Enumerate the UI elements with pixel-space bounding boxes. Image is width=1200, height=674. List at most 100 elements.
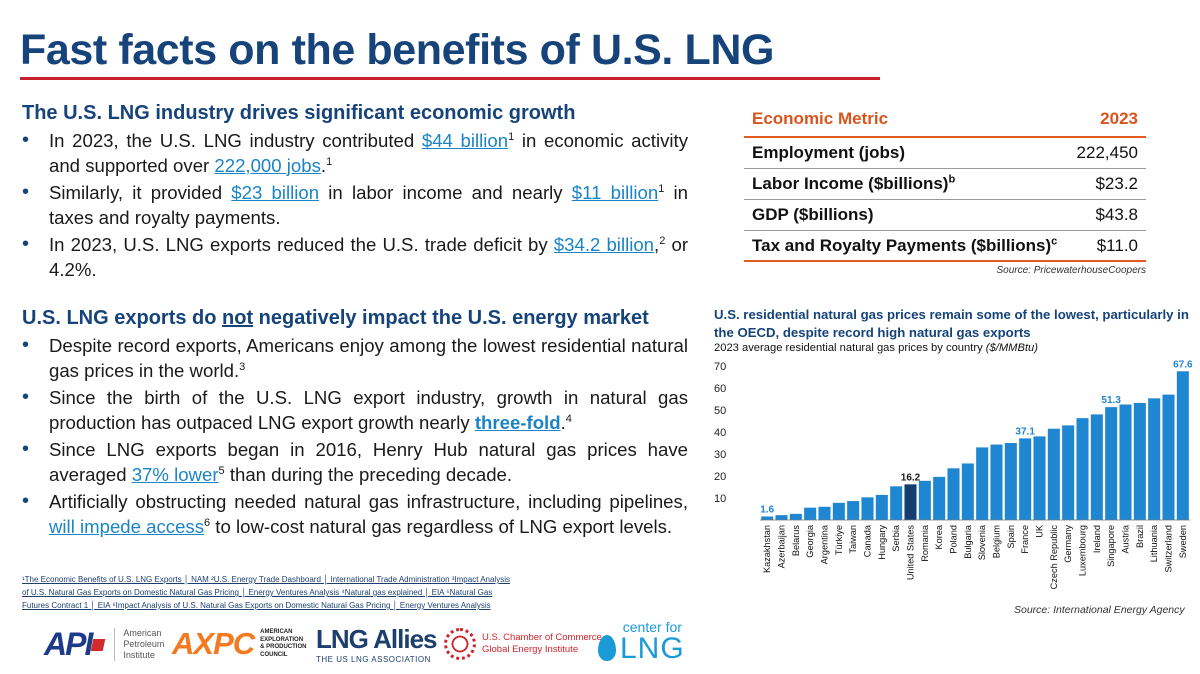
us-chamber-name: U.S. Chamber of Commerce Global Energy I… — [482, 632, 602, 656]
axpc-name: AMERICAN EXPLORATION & PRODUCTION COUNCI… — [260, 629, 306, 659]
x-tick-label: United States — [906, 525, 916, 581]
bar — [890, 486, 903, 520]
axpc-wordmark: AXPC — [172, 626, 255, 661]
bullet-text: in labor income and nearly — [319, 182, 572, 203]
header-year: 2023 — [1100, 109, 1138, 128]
bar — [1062, 425, 1075, 520]
bullet-text: In 2023, the U.S. LNG industry contribut… — [49, 130, 422, 151]
bar — [1119, 404, 1132, 520]
center-for-lng-logo: center for LNG — [598, 620, 685, 664]
henry-hub-link[interactable]: 37% lower — [131, 464, 219, 485]
x-tick-label: Romania — [920, 524, 930, 562]
bar — [818, 506, 831, 520]
water-drop-icon — [598, 634, 616, 661]
metric-note: b — [948, 173, 956, 186]
axpc-name-line: EXPLORATION — [260, 636, 304, 643]
heading-text: negatively impact the U.S. energy market — [253, 307, 649, 329]
bar — [861, 497, 874, 520]
lng-allies-tagline: THE US LNG ASSOCIATION — [316, 655, 431, 664]
metric-note: c — [1051, 235, 1058, 248]
bar — [1004, 443, 1017, 520]
impede-access-link[interactable]: will impede access — [49, 516, 205, 537]
table-row: GDP ($billions) $43.8 — [744, 200, 1146, 231]
x-tick-label: Taiwan — [848, 525, 858, 554]
bullet-text: , — [654, 234, 660, 255]
economic-bullet-list: In 2023, the U.S. LNG industry contribut… — [22, 128, 688, 284]
metric-label: Labor Income ($billions) — [752, 174, 949, 193]
x-tick-label: Belgium — [992, 525, 1002, 559]
axpc-name-line: & PRODUCTION — [260, 644, 307, 650]
header-metric: Economic Metric — [752, 109, 889, 128]
bar — [875, 494, 888, 520]
data-label: 67.6 — [1173, 359, 1193, 370]
bar — [1162, 394, 1175, 520]
economic-metric-table: Economic Metric 2023 Employment (jobs) 2… — [744, 104, 1146, 262]
heading-emphasis: not — [222, 307, 254, 329]
gas-price-bar-chart: 10 20 30 40 50 60 70 1.6 Kazakhstan Azerbaijan Bel… — [714, 359, 1193, 590]
bar — [1033, 436, 1046, 520]
footnote-line[interactable]: of U.S. Natural Gas Exports on Domestic … — [22, 588, 493, 597]
bar — [918, 480, 931, 520]
lng-allies-wordmark: LNG Allies — [316, 624, 438, 654]
y-tick-label: 60 — [714, 383, 726, 395]
bullet-text: or 4.2%. — [49, 234, 689, 280]
x-tick-label: Czech Republic — [1049, 525, 1059, 590]
y-tick-label: 50 — [714, 405, 726, 417]
x-tick-label: Canada — [863, 524, 873, 557]
footnotes: ¹The Economic Benefits of U.S. LNG Expor… — [22, 573, 562, 612]
metric-label: GDP ($billions) — [752, 205, 874, 224]
bar — [976, 447, 989, 520]
bar — [804, 507, 817, 520]
x-tick-label: Poland — [949, 525, 959, 554]
bar — [761, 516, 774, 520]
x-tick-label: Azerbaijan — [777, 525, 787, 568]
bullet-text: in taxes and royalty payments. — [49, 182, 688, 228]
bar — [961, 463, 974, 520]
row-metric: Employment (jobs) — [752, 143, 905, 168]
bullet-text: Since the birth of the U.S. LNG export i… — [49, 387, 688, 433]
footnote-line[interactable]: Futures Contract 1 │ EIA ⁶Impact Analysi… — [22, 601, 491, 610]
us-chamber-logo: U.S. Chamber of Commerce Global Energy I… — [444, 628, 602, 660]
three-fold-link[interactable]: three-fold — [474, 412, 561, 433]
bar — [1090, 414, 1103, 520]
x-tick-label: Ireland — [1092, 525, 1102, 553]
footnote-line[interactable]: ¹The Economic Benefits of U.S. LNG Expor… — [22, 575, 510, 584]
table-row: Employment (jobs) 222,450 — [744, 138, 1146, 169]
bar — [1176, 371, 1189, 520]
x-tick-label: Spain — [1006, 525, 1016, 549]
x-tick-label: Georgia — [805, 524, 815, 558]
taxes-link[interactable]: $11 billion — [571, 182, 659, 203]
axpc-name-line: AMERICAN — [260, 629, 293, 635]
chart-subtitle: 2023 average residential natural gas pri… — [714, 342, 1038, 354]
x-tick-label: Slovenia — [977, 524, 987, 560]
jobs-link[interactable]: 222,000 jobs — [214, 155, 321, 176]
x-tick-label: Hungary — [877, 525, 887, 560]
footnote-ref: 4 — [565, 412, 572, 425]
bullet-text: . — [560, 412, 566, 433]
bullet-text: Similarly, it provided — [49, 182, 232, 203]
bar — [1047, 428, 1060, 520]
data-label: 1.6 — [760, 504, 774, 515]
data-label: 16.2 — [901, 472, 921, 483]
metric-label: Tax and Royalty Payments ($billions) — [752, 236, 1052, 255]
footnote-ref: 2 — [659, 234, 666, 247]
lng-allies-logo: LNG Allies THE US LNG ASSOCIATION — [316, 624, 438, 664]
row-metric: Tax and Royalty Payments ($billions)c — [752, 236, 1057, 260]
labor-income-link[interactable]: $23 billion — [231, 182, 320, 203]
row-value: $43.8 — [1095, 205, 1138, 224]
data-label: 37.1 — [1015, 426, 1035, 437]
bullet-text: Artificially obstructing needed natural … — [49, 491, 688, 512]
x-tick-label: Switzerland — [1164, 525, 1174, 573]
bar — [947, 468, 960, 520]
y-tick-label: 40 — [714, 427, 726, 439]
subtitle-unit: ($/MMBtu) — [985, 342, 1038, 354]
bullet-text: than during the preceding decade. — [224, 464, 513, 485]
bullet-item: Despite record exports, Americans enjoy … — [22, 333, 688, 383]
bullet-item: Since LNG exports began in 2016, Henry H… — [22, 437, 688, 487]
x-tick-label: Singapore — [1106, 525, 1116, 567]
y-tick-label: 30 — [714, 449, 726, 461]
bullet-item: Similarly, it provided $23 billion in la… — [22, 180, 688, 230]
bullet-item: Since the birth of the U.S. LNG export i… — [22, 385, 688, 435]
trade-deficit-link[interactable]: $34.2 billion — [553, 234, 655, 255]
economic-activity-link[interactable]: $44 billion — [421, 130, 509, 151]
